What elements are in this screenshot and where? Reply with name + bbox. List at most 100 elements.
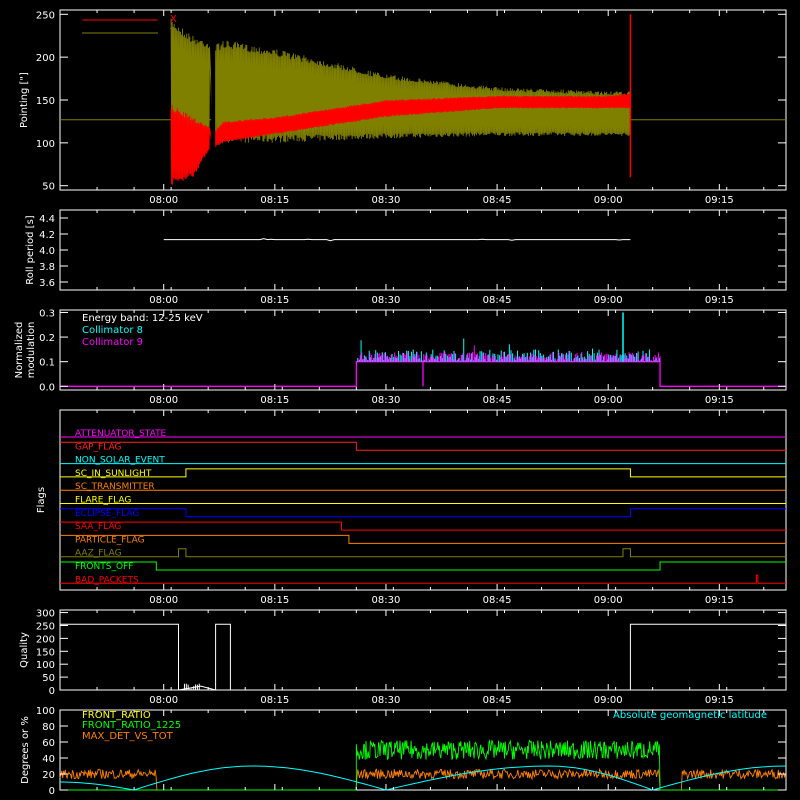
ratio-geomag-line: [60, 765, 787, 791]
x-tick-label: 08:45: [483, 195, 512, 206]
y-tick-label: 50: [42, 182, 55, 193]
x-tick-label: 08:00: [149, 395, 178, 406]
flag-label-eclipse-flag: ECLIPSE_FLAG: [75, 509, 139, 519]
x-tick-label: 09:00: [594, 195, 623, 206]
x-tick-label: 09:00: [594, 295, 623, 306]
x-tick-label: 08:00: [149, 595, 178, 606]
flag-label-fronts-off: FRONTS_OFF: [75, 562, 133, 572]
ratio-yticks: 0 20 40 60 80 100: [36, 706, 786, 797]
flag-label-saa-flag: SAA_FLAG: [75, 522, 121, 532]
panel-roll: Roll period [s] 3.63.84.04.24.4 08:00 08:…: [25, 209, 787, 306]
quality-xticks: 08:00 08:15 08:30 08:45 09:00 09:15: [59, 610, 765, 706]
flag-label-particle-flag: PARTICLE_FLAG: [75, 535, 145, 545]
y-tick-label: 80: [42, 722, 55, 733]
roll-period-line: [163, 238, 631, 242]
legend-x-label: X: [170, 14, 177, 25]
pointing-series-x: [170, 93, 631, 185]
flag-line-gap-flag: [60, 441, 786, 451]
y-tick-label: 250: [36, 10, 55, 21]
ratio-legend-geomag-lat: Absolute geomagnetic latitude: [613, 710, 767, 721]
x-tick-label: 08:45: [483, 695, 512, 706]
y-tick-label: 40: [42, 754, 55, 765]
x-tick-label: 08:00: [149, 295, 178, 306]
panel-modulation: Normalized modulation 0.0 0.1 0.2 0.3 08:00…: [14, 308, 787, 406]
x-tick-label: 08:15: [260, 395, 289, 406]
flag-line-sc-in-sunlight: [60, 468, 786, 478]
x-tick-label: 09:15: [705, 195, 734, 206]
flag-line-particle-flag: [60, 534, 786, 544]
flag-line-bad-packets: [60, 574, 786, 584]
ratio-plot: [59, 710, 787, 791]
flag-label-aaz-flag: AAZ_FLAG: [75, 549, 122, 559]
panel-ratio: Degrees or % 0 20 40 60 80 100 FRONT_RATIO FR…: [20, 706, 787, 797]
x-tick-label: 08:00: [149, 195, 178, 206]
pointing-yticks: 50 100 150 200 250: [36, 10, 786, 193]
modulation-energy-label: Energy band: 12-25 keV: [82, 313, 203, 324]
y-tick-label: 100: [36, 706, 55, 717]
y-tick-label: 100: [36, 139, 55, 150]
flag-line-fronts-off: [60, 561, 786, 571]
y-tick-label: 4.2: [39, 230, 55, 241]
pointing-data-gap: [211, 40, 216, 188]
ratio-frame: [59, 709, 787, 791]
flag-label-gap-flag: GAP_FLAG: [75, 442, 121, 452]
ratio-ylabel: Degrees or %: [20, 716, 31, 784]
modulation-coll9-label: Collimator 9: [82, 337, 143, 348]
y-tick-label: 0.1: [39, 358, 55, 369]
panel-flags: ATTENUATOR_STATE GAP_FLAG NON_SOLAR_EVENT S…: [36, 409, 787, 606]
modulation-coll8-label: Collimator 8: [82, 325, 143, 336]
y-tick-label: 200: [36, 53, 55, 64]
roll-plot: [163, 238, 631, 242]
x-tick-label: 08:30: [372, 395, 401, 406]
roll-xticks: 08:00 08:15 08:30 08:45 09:00 09:15: [59, 210, 765, 306]
x-tick-label: 09:15: [705, 395, 734, 406]
y-tick-label: 150: [36, 96, 55, 107]
modulation-xticks: 08:00 08:15 08:30 08:45 09:00 09:15: [59, 310, 765, 406]
legend-y-label: Y: [169, 27, 177, 38]
ratio-legend-front-ratio: FRONT_RATIO: [82, 710, 151, 721]
y-tick-label: 20: [42, 770, 55, 781]
pointing-ylabel: Pointing ["]: [19, 72, 30, 128]
quality-plot: [60, 623, 786, 691]
x-tick-label: 08:15: [260, 195, 289, 206]
modulation-plot: [60, 312, 786, 387]
flags-frame: [59, 409, 787, 591]
y-tick-label: 4.4: [39, 214, 55, 225]
x-tick-label: 08:15: [260, 695, 289, 706]
y-tick-label: 3.6: [39, 278, 55, 289]
x-tick-label: 08:30: [372, 195, 401, 206]
x-tick-label: 08:15: [260, 295, 289, 306]
y-tick-label: 0.2: [39, 333, 55, 344]
y-tick-label: 300: [36, 609, 55, 620]
x-tick-label: 09:15: [705, 295, 734, 306]
y-tick-label: 200: [36, 634, 55, 645]
flag-line-aaz-flag: [60, 548, 786, 558]
roll-ylabel: Roll period [s]: [25, 215, 36, 284]
ratio-front-1225-line: [60, 739, 786, 791]
pointing-legend: X Y: [82, 14, 177, 38]
modulation-frame: [59, 309, 787, 391]
ratio-xticks: [59, 710, 765, 790]
y-tick-label: 0.0: [39, 382, 55, 393]
modulation-ylabel: Normalized: [14, 322, 25, 379]
modulation-yticks: 0.0 0.1 0.2 0.3: [39, 308, 786, 393]
flag-line-saa-flag: [60, 521, 786, 531]
pointing-xticks: 08:00 08:15 08:30 08:45 09:00 09:15: [59, 10, 765, 206]
x-tick-label: 09:00: [594, 695, 623, 706]
x-tick-label: 09:00: [594, 595, 623, 606]
x-tick-label: 08:45: [483, 595, 512, 606]
x-tick-label: 08:45: [483, 295, 512, 306]
flag-label-flare-flag: FLARE_FLAG: [75, 496, 131, 506]
flag-label-non-solar-event: NON_SOLAR_EVENT: [75, 456, 165, 466]
flag-label-attenuator-state: ATTENUATOR_STATE: [75, 429, 167, 439]
y-tick-label: 0.3: [39, 308, 55, 319]
flags-ylabel: Flags: [36, 487, 47, 513]
y-tick-label: 0: [49, 786, 55, 797]
y-tick-label: 0: [49, 686, 55, 697]
x-tick-label: 08:30: [372, 295, 401, 306]
quality-line: [60, 623, 786, 691]
